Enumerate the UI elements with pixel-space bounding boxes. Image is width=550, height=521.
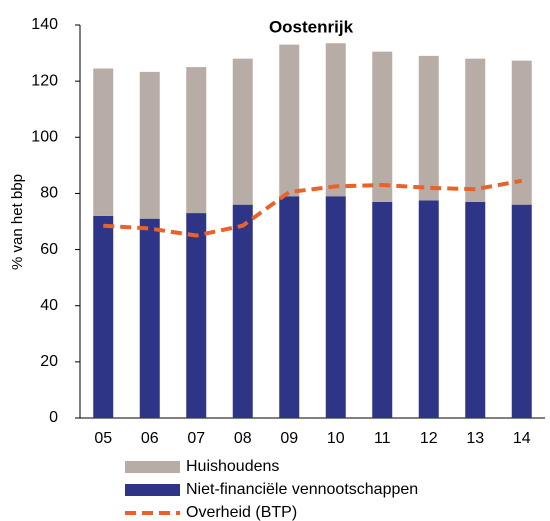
legend-label: Overheid (BTP) <box>186 504 297 521</box>
x-tick-label: 11 <box>374 430 391 447</box>
legend-swatch <box>125 461 180 473</box>
bar <box>418 200 439 418</box>
x-tick-label: 14 <box>513 430 531 447</box>
bar <box>232 58 253 205</box>
y-tick-label: 60 <box>40 241 58 258</box>
bar <box>325 43 346 197</box>
x-tick-label: 10 <box>327 430 345 447</box>
bar <box>511 204 532 418</box>
x-tick-label: 06 <box>141 430 159 447</box>
legend-label: Niet-financiële vennootschappen <box>186 481 418 498</box>
bar <box>93 215 114 418</box>
bar <box>418 55 439 201</box>
bar <box>465 201 486 418</box>
legend-swatch <box>125 484 180 496</box>
bar <box>186 213 207 418</box>
bar <box>139 71 160 219</box>
x-tick-label: 12 <box>420 430 438 447</box>
bar <box>279 44 300 197</box>
y-tick-label: 140 <box>31 16 58 33</box>
x-tick-label: 13 <box>466 430 484 447</box>
y-axis-label: % van het bbp <box>9 174 26 270</box>
line <box>103 178 523 238</box>
bar <box>139 218 160 418</box>
bar <box>279 196 300 418</box>
y-tick-label: 40 <box>40 297 58 314</box>
x-tick-label: 08 <box>234 430 252 447</box>
bar <box>325 196 346 418</box>
bar <box>186 67 207 214</box>
x-tick-label: 07 <box>187 430 205 447</box>
y-tick-label: 0 <box>49 409 58 426</box>
y-tick-label: 120 <box>31 72 58 89</box>
x-tick-label: 05 <box>94 430 112 447</box>
y-tick-label: 100 <box>31 129 58 146</box>
bar <box>511 60 532 205</box>
y-tick-label: 80 <box>40 185 58 202</box>
y-tick-label: 20 <box>40 353 58 370</box>
legend-label: Huishoudens <box>186 458 279 475</box>
chart-title: Oostenrijk <box>269 17 354 36</box>
bar <box>232 204 253 418</box>
bar <box>93 68 114 216</box>
bar <box>465 58 486 202</box>
x-tick-label: 09 <box>280 430 298 447</box>
bar <box>372 51 393 202</box>
bar <box>372 201 393 418</box>
